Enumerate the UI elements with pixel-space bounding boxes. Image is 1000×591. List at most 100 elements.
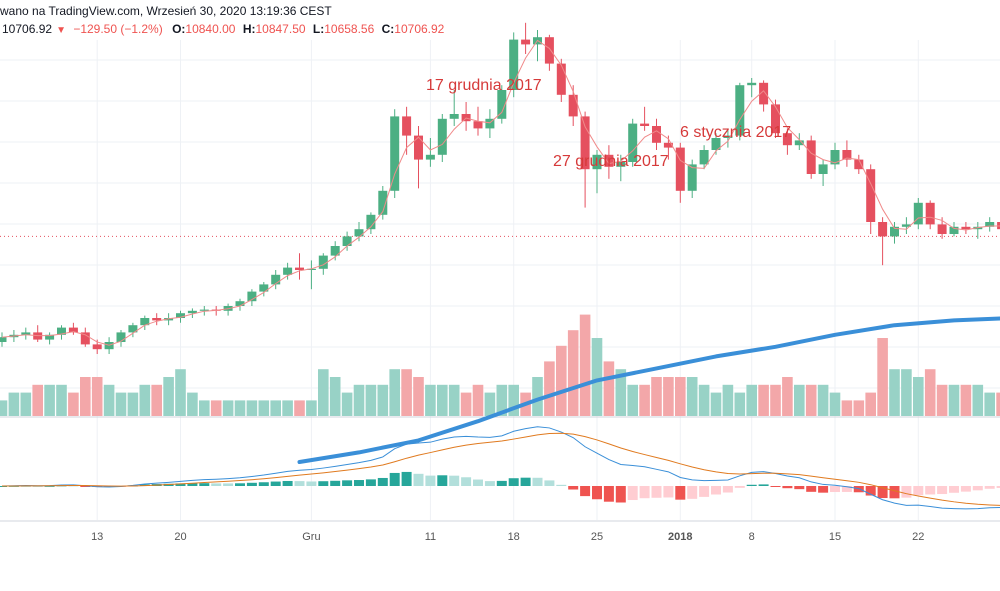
macd-histogram-bar-82: [973, 486, 983, 490]
volume-bar-67: [794, 385, 805, 416]
macd-histogram-bar-81: [961, 486, 971, 492]
volume-bar-76: [901, 369, 912, 416]
x-tick-label-5: 25: [591, 531, 603, 543]
volume-bar-81: [961, 385, 972, 416]
volume-bar-74: [877, 338, 888, 416]
volume-bar-78: [925, 369, 936, 416]
macd-histogram-bar-47: [556, 485, 566, 486]
volume-bar-41: [485, 393, 496, 416]
x-tick-label-3: 11: [425, 531, 436, 543]
macd-histogram-bar-65: [771, 486, 781, 487]
macd-histogram-bar-25: [295, 481, 305, 486]
macd-histogram-bar-42: [497, 481, 507, 486]
volume-bar-39: [461, 393, 472, 416]
macd-histogram-bar-79: [937, 486, 947, 494]
volume-bar-72: [854, 400, 865, 416]
volume-bar-22: [259, 400, 270, 416]
macd-histogram-bar-58: [687, 486, 697, 499]
macd-histogram-bar-63: [747, 485, 757, 486]
macd-histogram-bar-54: [640, 486, 650, 498]
macd-histogram-bar-83: [985, 486, 995, 489]
price-change: −129.50 (−1.2%): [73, 22, 162, 36]
macd-histogram-bar-49: [580, 486, 590, 496]
candle-body-79: [938, 224, 947, 234]
macd-histogram-bar-75: [890, 486, 900, 498]
x-tick-label-9: 22: [912, 531, 924, 543]
volume-bar-6: [68, 393, 79, 416]
annotation-0: 17 grudnia 2017: [426, 77, 542, 94]
volume-bar-18: [211, 400, 222, 416]
candle-body-20: [236, 301, 245, 306]
volume-bar-75: [889, 369, 900, 416]
x-tick-label-8: 15: [829, 531, 841, 543]
high-value: 10847.50: [255, 22, 305, 36]
volume-bar-83: [984, 393, 995, 416]
candle-body-0: [0, 337, 7, 342]
candle-body-63: [747, 83, 756, 85]
volume-bar-2: [21, 393, 32, 416]
macd-line: [2, 427, 1000, 509]
candle-body-34: [402, 116, 411, 135]
last-price: 10706.92: [2, 22, 52, 36]
volume-bar-79: [937, 385, 948, 416]
macd-histogram-bar-53: [628, 486, 638, 500]
macd-histogram-bar-77: [913, 486, 923, 495]
volume-bar-0: [0, 400, 7, 416]
macd-histogram-bar-17: [199, 483, 209, 486]
volume-bar-32: [378, 385, 389, 416]
macd-histogram-bar-21: [247, 483, 257, 486]
macd-histogram-bar-68: [806, 486, 816, 492]
macd-histogram-bar-41: [485, 481, 495, 486]
candle-body-55: [652, 126, 661, 143]
candle-body-44: [521, 40, 530, 45]
volume-bar-48: [568, 330, 579, 416]
macd-histogram-bar-18: [211, 483, 221, 486]
high-label: H:: [243, 22, 256, 36]
volume-bar-12: [140, 385, 151, 416]
candle-body-35: [414, 136, 423, 160]
x-tick-label-6: 2018: [668, 531, 692, 543]
volume-bar-3: [32, 385, 43, 416]
volume-bar-25: [294, 400, 305, 416]
macd-histogram-bar-61: [723, 486, 733, 493]
macd-histogram-bar-52: [616, 486, 626, 503]
signal-line: [2, 433, 1000, 506]
low-label: L:: [313, 22, 324, 36]
macd-histogram-bar-39: [461, 477, 471, 486]
candle-body-10: [117, 332, 126, 342]
volume-bar-69: [818, 385, 829, 416]
down-triangle-icon: ▼: [56, 25, 66, 36]
volume-bar-9: [104, 385, 115, 416]
candle-body-29: [343, 236, 352, 246]
volume-bar-38: [449, 385, 460, 416]
volume-bar-33: [389, 369, 400, 416]
candle-body-68: [807, 140, 816, 174]
candle-body-40: [474, 121, 483, 128]
macd-histogram-bar-84: [997, 486, 1000, 488]
volume-bar-24: [282, 400, 293, 416]
volume-bar-65: [770, 385, 781, 416]
macd-histogram-bar-43: [509, 478, 519, 486]
macd-histogram-bar-33: [390, 473, 400, 486]
macd-histogram-bar-51: [604, 486, 614, 502]
candle-body-13: [152, 318, 161, 320]
volume-bar-1: [9, 393, 20, 416]
macd-histogram-bar-19: [223, 483, 233, 486]
volume-bar-60: [711, 393, 722, 416]
macd-histogram-bar-27: [318, 481, 328, 486]
candle-body-33: [390, 116, 399, 190]
candle-body-23: [271, 275, 280, 285]
candle-body-30: [355, 229, 364, 236]
candle-body-46: [545, 37, 554, 63]
volume-bar-17: [199, 400, 210, 416]
macd-histogram-bar-35: [414, 474, 424, 486]
candle-body-8: [93, 344, 102, 349]
volume-bar-23: [270, 400, 281, 416]
x-tick-label-7: 8: [749, 531, 755, 543]
candle-body-25: [295, 268, 304, 270]
macd-histogram-bar-76: [901, 486, 911, 498]
macd-histogram-bar-78: [925, 486, 935, 494]
macd-histogram-bar-36: [425, 476, 435, 486]
macd-histogram-bar-45: [533, 478, 543, 486]
